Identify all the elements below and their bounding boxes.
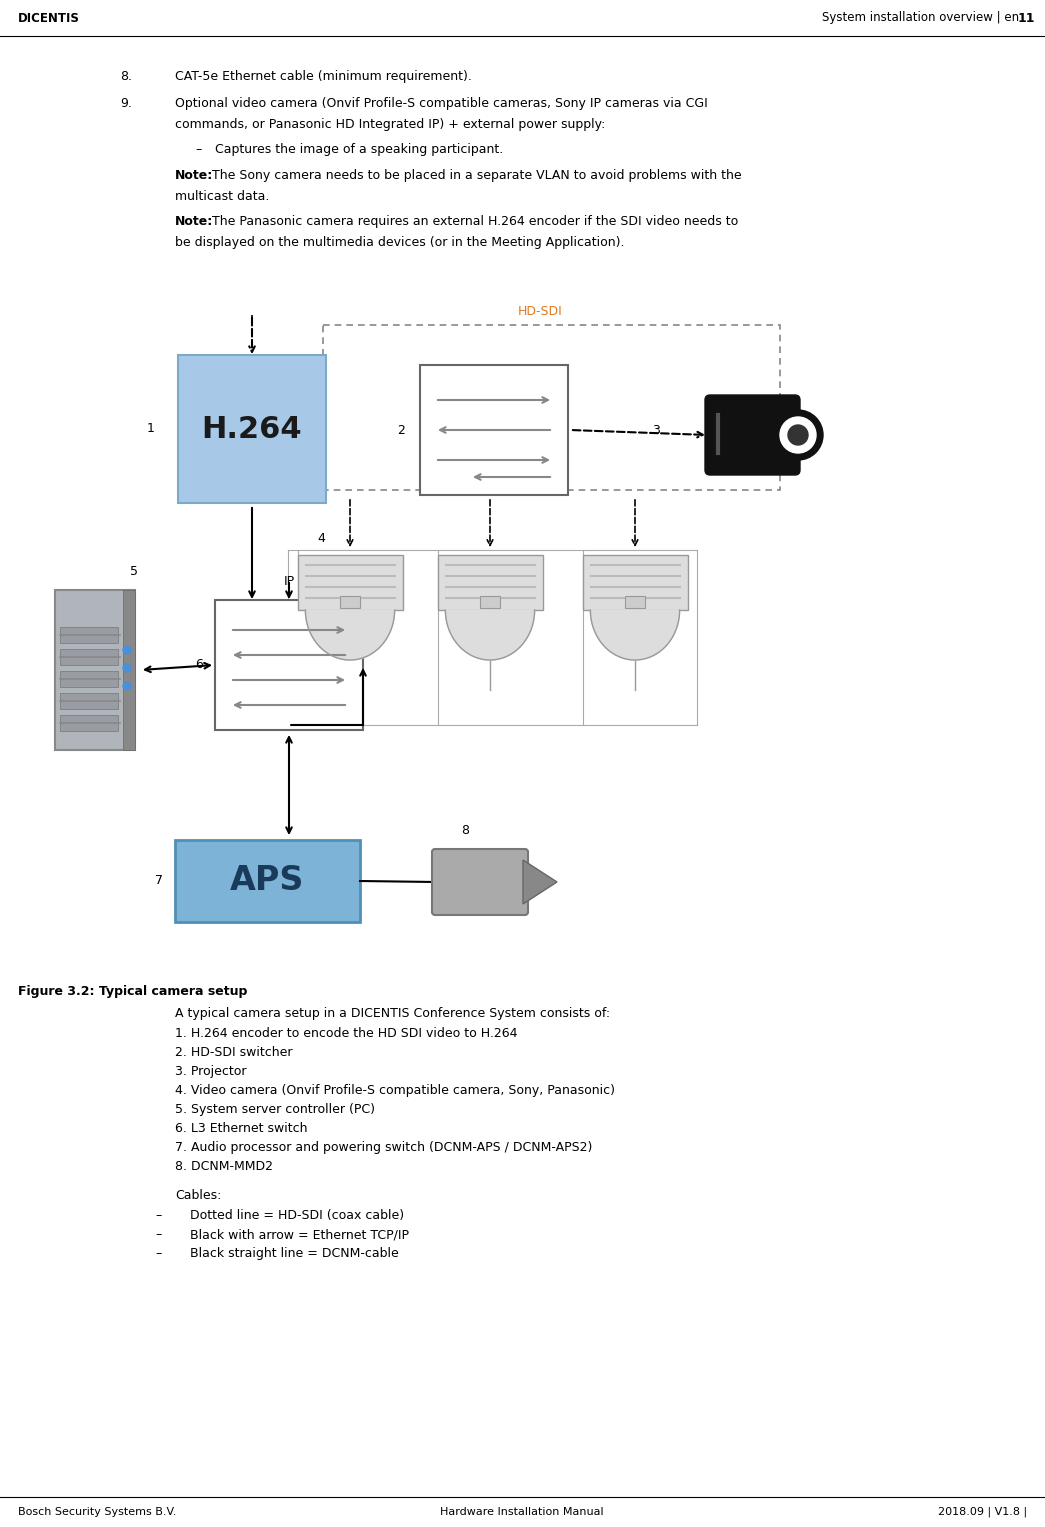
FancyBboxPatch shape <box>175 840 359 922</box>
Text: 2018.09 | V1.8 |: 2018.09 | V1.8 | <box>937 1507 1027 1518</box>
Text: Captures the image of a speaking participant.: Captures the image of a speaking partici… <box>215 144 504 156</box>
Text: 6: 6 <box>195 658 203 672</box>
FancyBboxPatch shape <box>215 600 363 730</box>
Bar <box>60 649 118 664</box>
Text: 7. Audio processor and powering switch (DCNM-APS / DCNM-APS2): 7. Audio processor and powering switch (… <box>175 1141 593 1154</box>
Text: Hardware Installation Manual: Hardware Installation Manual <box>440 1507 604 1516</box>
Bar <box>60 693 118 709</box>
Polygon shape <box>305 609 395 660</box>
Circle shape <box>123 664 131 672</box>
Text: 3. Projector: 3. Projector <box>175 1064 247 1078</box>
Bar <box>60 670 118 687</box>
Text: 4: 4 <box>317 531 325 545</box>
Text: 7: 7 <box>155 875 163 887</box>
FancyBboxPatch shape <box>55 589 135 750</box>
Text: APS: APS <box>230 864 305 898</box>
Text: Note:: Note: <box>175 168 213 182</box>
Text: 5: 5 <box>130 565 138 579</box>
Text: IP: IP <box>283 576 295 588</box>
Text: 2: 2 <box>397 423 405 437</box>
FancyBboxPatch shape <box>432 849 528 915</box>
Text: Bosch Security Systems B.V.: Bosch Security Systems B.V. <box>18 1507 177 1516</box>
Text: 11: 11 <box>1018 12 1035 24</box>
Text: CAT-5e Ethernet cable (minimum requirement).: CAT-5e Ethernet cable (minimum requireme… <box>175 70 472 82</box>
Text: H.264: H.264 <box>202 414 302 443</box>
FancyBboxPatch shape <box>705 395 800 475</box>
Text: Figure 3.2: Typical camera setup: Figure 3.2: Typical camera setup <box>18 985 248 999</box>
Circle shape <box>123 683 131 690</box>
Text: –: – <box>155 1209 161 1222</box>
Text: Cables:: Cables: <box>175 1190 222 1202</box>
Text: –: – <box>155 1248 161 1260</box>
Text: –: – <box>155 1228 161 1241</box>
Text: HD-SDI: HD-SDI <box>517 305 562 318</box>
Text: 8: 8 <box>461 825 469 837</box>
Text: multicast data.: multicast data. <box>175 189 270 203</box>
Text: System installation overview | en: System installation overview | en <box>822 12 1027 24</box>
Bar <box>323 325 780 490</box>
Text: 8.: 8. <box>120 70 132 82</box>
Text: commands, or Panasonic HD Integrated IP) + external power supply:: commands, or Panasonic HD Integrated IP)… <box>175 118 605 131</box>
Bar <box>583 554 688 609</box>
Polygon shape <box>445 609 535 660</box>
Bar <box>123 589 135 750</box>
FancyBboxPatch shape <box>178 354 326 502</box>
Text: 2. HD-SDI switcher: 2. HD-SDI switcher <box>175 1046 293 1060</box>
Text: Optional video camera (Onvif Profile-S compatible cameras, Sony IP cameras via C: Optional video camera (Onvif Profile-S c… <box>175 98 707 110</box>
Circle shape <box>780 417 816 454</box>
Text: The Panasonic camera requires an external H.264 encoder if the SDI video needs t: The Panasonic camera requires an externa… <box>208 215 738 228</box>
Bar <box>298 554 403 609</box>
Bar <box>340 596 359 608</box>
Text: A typical camera setup in a DICENTIS Conference System consists of:: A typical camera setup in a DICENTIS Con… <box>175 1006 610 1020</box>
Text: –: – <box>195 144 202 156</box>
Text: DICENTIS: DICENTIS <box>18 12 79 24</box>
Bar <box>60 715 118 731</box>
Bar <box>438 554 543 609</box>
Circle shape <box>123 646 131 654</box>
Text: 1: 1 <box>147 423 155 435</box>
Bar <box>480 596 500 608</box>
Text: 6. L3 Ethernet switch: 6. L3 Ethernet switch <box>175 1122 307 1135</box>
Circle shape <box>788 425 808 444</box>
Text: 9.: 9. <box>120 98 132 110</box>
Text: 4. Video camera (Onvif Profile-S compatible camera, Sony, Panasonic): 4. Video camera (Onvif Profile-S compati… <box>175 1084 616 1096</box>
Text: Black with arrow = Ethernet TCP/IP: Black with arrow = Ethernet TCP/IP <box>190 1228 409 1241</box>
Text: Note:: Note: <box>175 215 213 228</box>
Text: be displayed on the multimedia devices (or in the Meeting Application).: be displayed on the multimedia devices (… <box>175 235 625 249</box>
Circle shape <box>773 411 823 460</box>
Polygon shape <box>522 860 557 904</box>
Bar <box>60 628 118 643</box>
Text: 1. H.264 encoder to encode the HD SDI video to H.264: 1. H.264 encoder to encode the HD SDI vi… <box>175 1028 517 1040</box>
Text: 8. DCNM-MMD2: 8. DCNM-MMD2 <box>175 1161 273 1173</box>
Text: 3: 3 <box>652 423 660 437</box>
Text: Black straight line = DCNM-cable: Black straight line = DCNM-cable <box>190 1248 399 1260</box>
Text: 5. System server controller (PC): 5. System server controller (PC) <box>175 1102 375 1116</box>
Polygon shape <box>590 609 679 660</box>
Text: The Sony camera needs to be placed in a separate VLAN to avoid problems with the: The Sony camera needs to be placed in a … <box>208 168 742 182</box>
FancyBboxPatch shape <box>420 365 568 495</box>
Bar <box>625 596 645 608</box>
Text: Dotted line = HD-SDI (coax cable): Dotted line = HD-SDI (coax cable) <box>190 1209 404 1222</box>
